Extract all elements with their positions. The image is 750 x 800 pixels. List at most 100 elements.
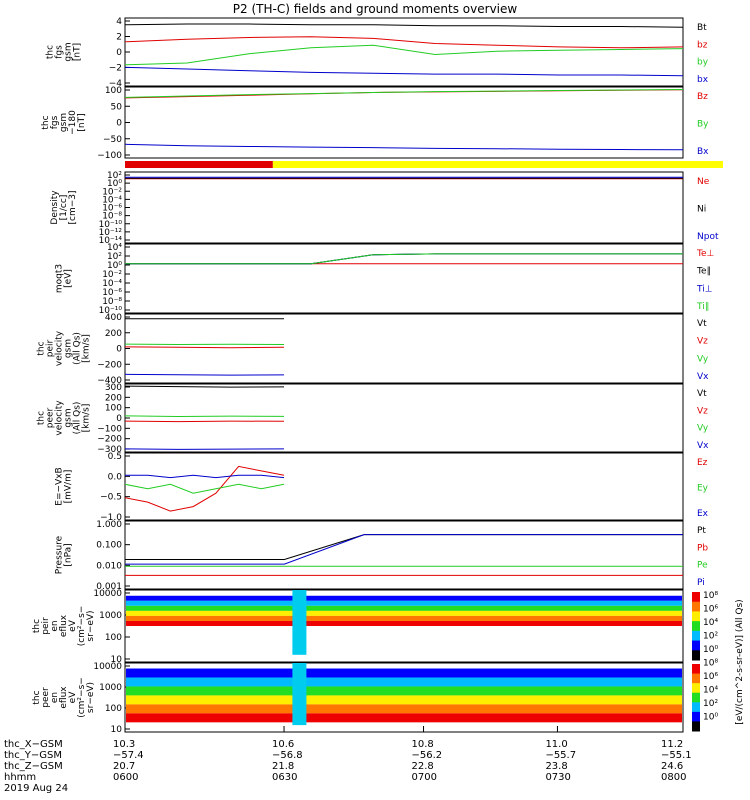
footer-row-label: thc_X−GSM	[4, 739, 63, 750]
series-line-Vx	[124, 373, 285, 376]
y-tick-label: 0.100	[96, 541, 122, 551]
legend-bz: bz	[697, 40, 708, 50]
colorbar-tick: 10²	[703, 632, 718, 642]
y-tick-label: 10⁻²	[102, 270, 122, 280]
series-line-bx	[124, 66, 684, 77]
legend-Vx: Vx	[697, 441, 709, 451]
spectrogram-band	[126, 600, 682, 606]
footer-value: 10.6	[272, 739, 295, 750]
colorbar-segment	[692, 592, 700, 603]
y-tick-label: −0.5	[100, 493, 122, 503]
panel-2: thcfgsgsm−180[nT] 100 50 0 −50 −100 Bz By Bx	[41, 86, 709, 161]
legend-Ez: Ez	[697, 458, 708, 468]
series-line-Bt	[124, 23, 684, 28]
y-axis-label-line: thc	[32, 690, 42, 704]
legend-Ne: Ne	[697, 177, 710, 187]
legend-By: By	[697, 120, 709, 130]
panel-frame	[124, 86, 684, 159]
y-tick-label: −1.0	[100, 513, 122, 523]
colorbar-tick: 10⁸	[703, 659, 718, 669]
legend-Vz: Vz	[697, 337, 708, 347]
y-tick-label: 10²	[107, 171, 122, 181]
y-tick-label: 10⁻¹⁰	[99, 220, 123, 230]
y-tick-label: 100	[105, 704, 122, 714]
legend-Vz: Vz	[697, 406, 708, 416]
y-axis-label-line: fgs	[55, 45, 65, 59]
y-tick-label: 0.5	[108, 452, 122, 462]
footer-value: −57.4	[113, 750, 144, 761]
footer-row: thc_Y−GSM −57.4 −56.8 −56.2 −55.7 −55.1	[4, 750, 692, 761]
colorbar: 10⁸ 10⁶ 10⁴ 10² 10⁰ 10⁸ 10⁶ 10⁴ 10² 10⁰ [eV/(cm^2-…	[692, 591, 745, 732]
series-line-Vy	[124, 415, 285, 418]
footer-value: 24.6	[661, 761, 684, 772]
y-axis-label-line: thc	[37, 341, 47, 355]
series-line-Ti∥	[125, 253, 683, 265]
y-tick-label: 1.000	[96, 520, 122, 530]
footer-value: 11.0	[545, 739, 568, 750]
panel-frame	[124, 452, 684, 521]
panel-6: thcpeervelocitygsm(All Qs)[km/s] 30020010…	[37, 383, 710, 455]
spectrogram-band	[126, 695, 682, 705]
footer-value: 0730	[545, 772, 571, 783]
y-axis-label-line: en	[50, 620, 60, 631]
y-tick-label: −100	[97, 151, 122, 161]
series-line-by	[124, 44, 684, 66]
y-tick-label: 4	[116, 17, 122, 27]
series-line-Ex	[125, 474, 285, 479]
y-axis-label-line: thc	[41, 115, 51, 129]
y-axis-label: E=−VxB[mV/m]	[55, 467, 74, 505]
panel-frame	[124, 171, 684, 244]
series-line-Pt	[125, 534, 683, 560]
legend-Vx: Vx	[697, 372, 709, 382]
footer-row: thc_Z−GSM 20.7 21.8 22.8 23.8 24.6	[4, 761, 683, 772]
series-line-Vz	[124, 346, 285, 349]
series-line-Pi	[125, 534, 683, 565]
panel-frame	[124, 383, 684, 453]
y-tick-label: 0.001	[96, 582, 122, 592]
spectrogram-band	[126, 677, 682, 687]
chart-title: P2 (TH-C) fields and ground moments over…	[232, 2, 518, 16]
y-axis-label-line: [eV]	[64, 269, 74, 288]
y-tick-label: 1000	[99, 683, 122, 693]
legend-Bt: Bt	[697, 23, 707, 33]
spectrogram-band	[126, 686, 682, 696]
y-tick-label: −200	[97, 435, 122, 445]
series-line-Vt	[124, 385, 285, 388]
footer-value: −55.1	[661, 750, 692, 761]
legend-Ni: Ni	[697, 205, 706, 215]
y-tick-label: 10⁴	[107, 243, 122, 253]
legend-Vt: Vt	[697, 319, 707, 329]
y-axis-label-line: peer	[46, 407, 56, 428]
panel-3: Density[1/cc][cm−3]10²10⁰10⁻²10⁻⁴10⁻⁶10⁻…	[50, 171, 719, 246]
series-line-Vz	[124, 420, 285, 423]
panel-frame	[124, 520, 684, 590]
y-tick-label: 10	[111, 655, 123, 665]
y-axis-label-line: en	[50, 692, 60, 703]
y-axis-label-line: peir	[41, 617, 51, 635]
y-tick-label: −200	[97, 360, 122, 370]
panel-10: thcpeerenefluxeV(cm²−s−sr−eV) 10000 1000 10…	[32, 662, 684, 735]
y-tick-label: 100	[105, 404, 122, 414]
colorbar-segment	[692, 683, 700, 694]
series-line-Bx	[124, 143, 684, 151]
footer-value: −56.2	[411, 750, 443, 761]
y-axis-label: thcpeirvelocitygsm(All Qs)[km/s]	[37, 330, 92, 366]
y-tick-label: 10⁰	[107, 261, 122, 271]
y-tick-label: −100	[97, 424, 122, 434]
colorbar-segment	[692, 601, 700, 612]
panel-7: E=−VxB[mV/m] 0.5 0.0 −0.5 −1.0 Ez Ey Ex	[55, 452, 709, 523]
y-axis-label-line: fgs	[50, 115, 60, 129]
colorbar-segment	[692, 702, 700, 713]
mode-bar-yellow	[272, 161, 723, 168]
legend-Te⊥: Te⊥	[696, 249, 715, 259]
series-line-By	[124, 89, 684, 98]
y-tick-label: −2	[109, 64, 122, 74]
y-tick-label: 10⁻¹⁴	[99, 236, 123, 246]
y-axis-label-line: −180	[68, 110, 78, 135]
y-axis-label-line: peer	[41, 687, 51, 708]
colorbar-tick: 10⁶	[703, 605, 718, 615]
y-axis-label-line: eflux	[59, 686, 69, 709]
footer-value: 21.8	[272, 761, 295, 772]
mode-bar-red	[125, 161, 273, 168]
